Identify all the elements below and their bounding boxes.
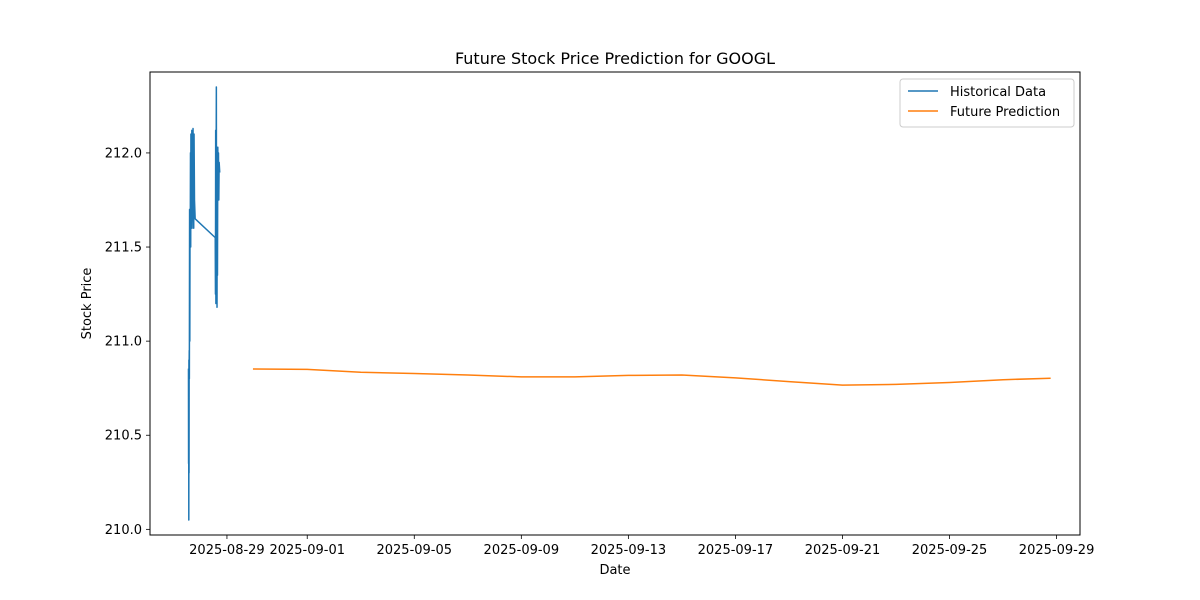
x-axis-ticks: 2025-08-29 2025-09-01 2025-09-05 2025-09-09…: [189, 535, 1094, 558]
y-tick-label: 211.0: [105, 335, 142, 350]
y-tick-label: 210.0: [105, 523, 142, 538]
x-tick-label: 2025-09-25: [912, 543, 988, 558]
plot-lines: [187, 86, 1051, 521]
series-line-prediction: [252, 368, 1051, 386]
y-tick-label: 210.5: [105, 429, 142, 444]
x-tick-label: 2025-09-21: [805, 543, 881, 558]
y-axis-label: Stock Price: [80, 268, 95, 340]
y-axis-ticks: 210.0 210.5 211.0 211.5 212.0: [105, 146, 150, 538]
legend-box: [899, 78, 1075, 128]
x-tick-label: 2025-08-29: [189, 543, 265, 558]
x-tick-label: 2025-09-05: [376, 543, 452, 558]
plot-frame: [149, 71, 1081, 536]
chart-title: Future Stock Price Prediction for GOOGL: [455, 49, 775, 68]
x-tick-label: 2025-09-13: [591, 543, 667, 558]
x-tick-label: 2025-09-01: [269, 543, 345, 558]
x-tick-label: 2025-09-09: [484, 543, 560, 558]
series-line-historical: [187, 86, 221, 521]
x-axis-label: Date: [599, 563, 630, 578]
legend-label-prediction: Future Prediction: [950, 105, 1060, 120]
legend: Historical Data Future Prediction: [899, 78, 1075, 128]
legend-label-historical: Historical Data: [950, 85, 1046, 100]
x-tick-label: 2025-09-17: [698, 543, 774, 558]
x-tick-label: 2025-09-29: [1019, 543, 1095, 558]
y-tick-label: 211.5: [105, 241, 142, 256]
y-tick-label: 212.0: [105, 146, 142, 161]
